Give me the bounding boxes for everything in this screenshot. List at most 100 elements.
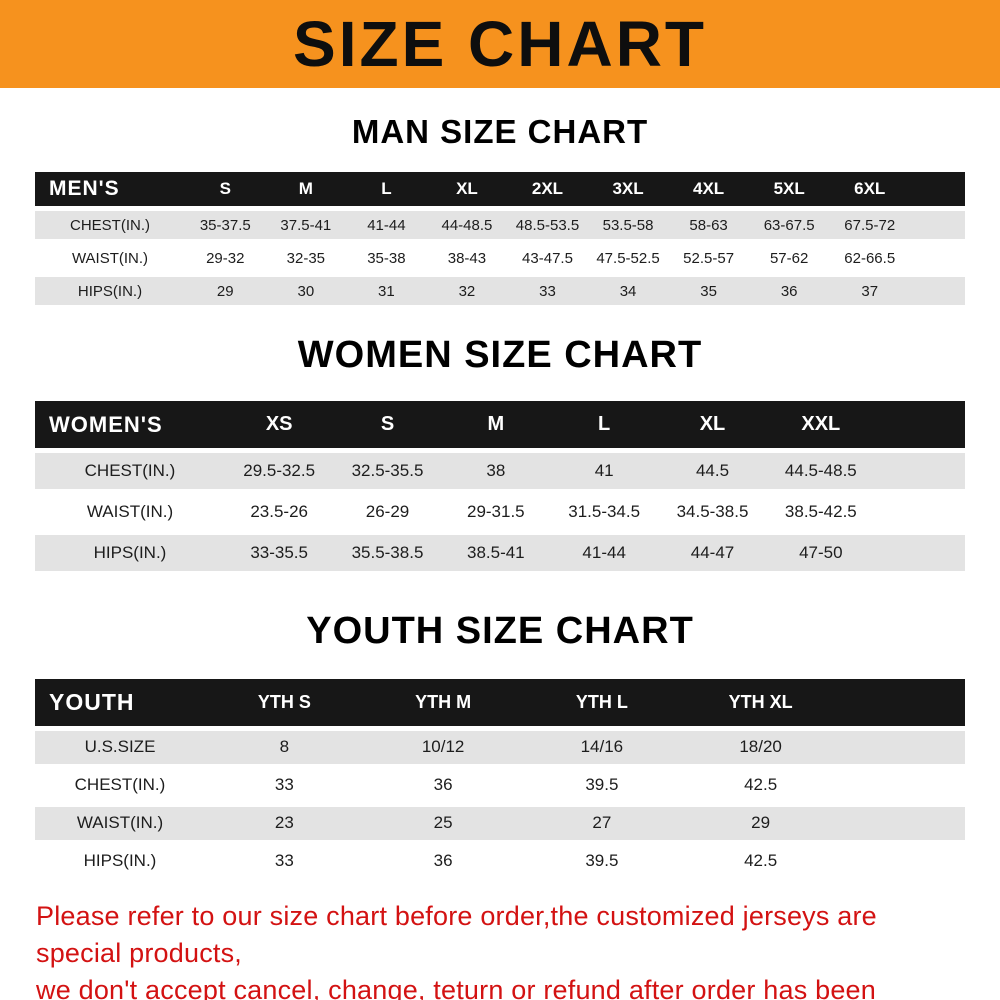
row-label: HIPS(IN.) (83, 851, 157, 871)
table-cell: 31.5-34.5 (568, 502, 641, 522)
table-header-row: YOUTH YTH S YTH M YTH L YTH XL (35, 678, 965, 726)
column-header: M (487, 413, 505, 436)
table-cell: 53.5-58 (602, 216, 654, 234)
column-header: 2XL (531, 179, 564, 199)
man-size-chart-heading: MAN SIZE CHART (351, 113, 649, 150)
table-cell: 34.5-38.5 (676, 502, 749, 522)
table-row: CHEST(IN.) 29.5-32.5 32.5-35.5 38 41 44.5 44.5… (35, 453, 965, 490)
disclaimer-line-1: Please refer to our size chart before or… (36, 900, 877, 968)
table-cell: 38.5-41 (466, 543, 525, 563)
table-row: CHEST(IN.) 33 36 39.5 42.5 (35, 769, 965, 802)
table-cell: 44-47 (690, 543, 735, 563)
table-row: CHEST(IN.) 35-37.5 37.5-41 41-44 44-48.5 48.5… (35, 211, 965, 240)
column-header: 3XL (612, 179, 644, 199)
column-header: YTH XL (728, 691, 793, 712)
page-title: SIZE CHART (293, 8, 707, 80)
title-banner: SIZE CHART (0, 0, 1000, 88)
table-cell: 23 (274, 813, 294, 833)
table-corner-label: WOMEN'S (49, 411, 163, 437)
column-header: M (298, 179, 313, 199)
column-header: YTH S (257, 691, 311, 712)
table-row: WAIST(IN.) 29-32 32-35 35-38 38-43 43-47.5 47.… (35, 244, 965, 272)
table-cell: 30 (297, 282, 315, 300)
table-cell: 42.5 (744, 775, 778, 795)
row-label: WAIST(IN.) (71, 249, 149, 267)
table-cell: 39.5 (585, 775, 619, 795)
table-cell: 48.5-53.5 (515, 216, 580, 234)
disclaimer-line-2: we don't accept cancel, change, teturn o… (36, 974, 876, 1000)
table-cell: 29.5-32.5 (243, 461, 316, 481)
table-cell: 35-38 (367, 249, 406, 267)
table-cell: 58-63 (689, 216, 728, 234)
row-label: HIPS(IN.) (77, 282, 143, 300)
column-header: S (380, 413, 395, 436)
disclaimer-text: Please refer to our size chart before or… (36, 898, 964, 1000)
table-cell: 63-67.5 (763, 216, 815, 234)
youth-size-table: YOUTH YTH S YTH M YTH L YTH XL U.S.SIZE 8 10/12… (35, 678, 965, 878)
column-header: XL (699, 413, 726, 436)
table-row: U.S.SIZE 8 10/12 14/16 18/20 (35, 730, 965, 764)
table-cell: 25 (433, 813, 453, 833)
row-label: CHEST(IN.) (74, 775, 166, 795)
table-cell: 62-66.5 (844, 249, 896, 267)
table-row: HIPS(IN.) 29 30 31 32 33 34 35 36 37 (35, 277, 965, 306)
table-cell: 39.5 (585, 851, 619, 871)
row-label: CHEST(IN.) (84, 461, 176, 481)
table-cell: 43-47.5 (522, 249, 573, 267)
table-cell: 47-50 (799, 543, 843, 563)
column-header: 5XL (773, 179, 805, 199)
row-label: WAIST(IN.) (76, 813, 164, 833)
table-cell: 36 (433, 851, 453, 871)
table-cell: 33 (539, 282, 556, 300)
table-cell: 35.5-38.5 (351, 543, 424, 563)
table-cell: 35-37.5 (199, 216, 251, 234)
table-header-row: MEN'S S M L XL 2XL 3XL 4XL 5XL 6XL (35, 172, 965, 207)
youth-size-chart-heading: YOUTH SIZE CHART (306, 610, 694, 653)
table-cell: 23.5-26 (250, 502, 308, 522)
table-cell: 26-29 (365, 502, 410, 522)
column-header: 4XL (693, 179, 725, 199)
row-label: WAIST(IN.) (86, 502, 174, 522)
column-header: XS (265, 413, 293, 436)
table-cell: 37 (861, 282, 879, 300)
man-size-table: MEN'S S M L XL 2XL 3XL 4XL 5XL 6XL CHEST(IN.) 35-37… (35, 172, 965, 306)
table-cell: 14/16 (580, 737, 624, 757)
table-cell: 8 (279, 737, 290, 757)
table-cell: 37.5-41 (280, 216, 332, 234)
row-label: CHEST(IN.) (70, 216, 150, 234)
table-cell: 47.5-52.5 (596, 249, 660, 267)
column-header: 6XL (854, 179, 886, 199)
row-label: HIPS(IN.) (93, 543, 167, 563)
table-cell: 41-44 (582, 543, 626, 563)
table-cell: 36 (433, 775, 453, 795)
table-cell: 44.5 (695, 461, 730, 481)
table-cell: 18/20 (739, 737, 782, 757)
table-row: WAIST(IN.) 23.5-26 26-29 29-31.5 31.5-34.5 34… (35, 494, 965, 530)
table-header-row: WOMEN'S XS S M L XL XXL (35, 401, 965, 449)
table-cell: 29 (751, 813, 771, 833)
women-size-table: WOMEN'S XS S M L XL XXL CHEST(IN.) 29.5-32.5 32.5… (35, 401, 965, 572)
table-row: WAIST(IN.) 23 25 27 29 (35, 806, 965, 840)
table-cell: 38.5-42.5 (784, 502, 857, 522)
table-cell: 44.5-48.5 (784, 461, 857, 481)
column-header: S (219, 179, 231, 199)
table-corner-label: MEN'S (49, 177, 120, 201)
column-header: L (598, 413, 611, 436)
table-cell: 33-35.5 (250, 543, 308, 563)
column-header: YTH L (575, 691, 628, 712)
table-cell: 67.5-72 (844, 216, 896, 234)
table-cell: 33 (274, 775, 294, 795)
table-cell: 32-35 (286, 249, 326, 267)
table-cell: 33 (274, 851, 294, 871)
women-size-chart-heading: WOMEN SIZE CHART (297, 334, 703, 377)
table-cell: 29-32 (206, 249, 245, 267)
table-cell: 10/12 (421, 737, 465, 757)
table-cell: 38 (486, 461, 506, 481)
table-cell: 34 (619, 282, 637, 300)
table-row: HIPS(IN.) 33 36 39.5 42.5 (35, 845, 965, 878)
table-cell: 41-44 (367, 216, 406, 234)
table-cell: 36 (780, 282, 798, 300)
table-cell: 35 (700, 282, 717, 300)
table-cell: 57-62 (769, 249, 809, 267)
table-cell: 32 (458, 282, 476, 300)
